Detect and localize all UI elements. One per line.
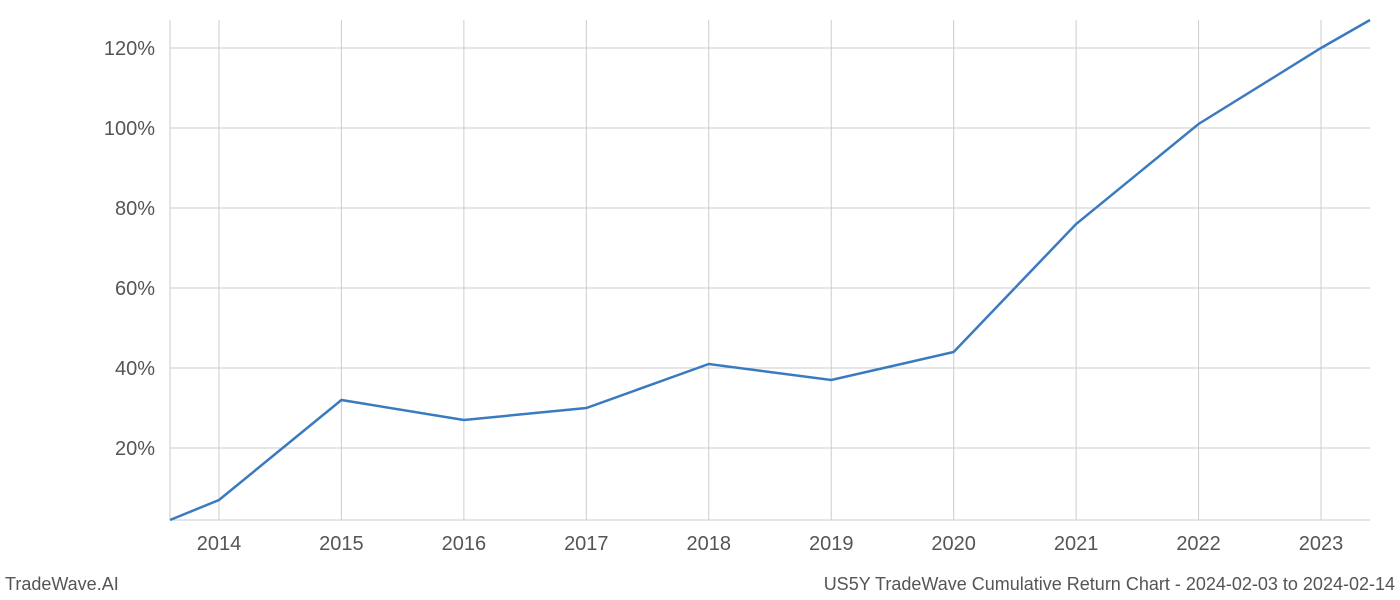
y-tick-label: 100%	[104, 118, 155, 140]
x-tick-label: 2018	[687, 533, 732, 555]
x-tick-label: 2021	[1054, 533, 1099, 555]
y-tick-label: 120%	[104, 38, 155, 60]
footer-left-text: TradeWave.AI	[5, 574, 119, 594]
x-tick-label: 2023	[1299, 533, 1344, 555]
y-tick-label: 60%	[115, 278, 155, 300]
chart-container: 2014 2015 2016 2017 2018 2019 2020 2021 2022 2023…	[0, 0, 1400, 600]
line-chart: 2014 2015 2016 2017 2018 2019 2020 2021 2022 2023…	[0, 0, 1400, 600]
y-tick-label: 40%	[115, 358, 155, 380]
chart-background	[0, 0, 1400, 600]
x-tick-label: 2022	[1176, 533, 1221, 555]
y-tick-label: 20%	[115, 438, 155, 460]
x-tick-label: 2015	[319, 533, 364, 555]
x-tick-label: 2017	[564, 533, 609, 555]
x-tick-label: 2016	[442, 533, 487, 555]
footer-right-text: US5Y TradeWave Cumulative Return Chart -…	[824, 574, 1395, 594]
x-tick-label: 2014	[197, 533, 242, 555]
y-tick-label: 80%	[115, 198, 155, 220]
x-tick-label: 2020	[931, 533, 976, 555]
x-tick-label: 2019	[809, 533, 854, 555]
